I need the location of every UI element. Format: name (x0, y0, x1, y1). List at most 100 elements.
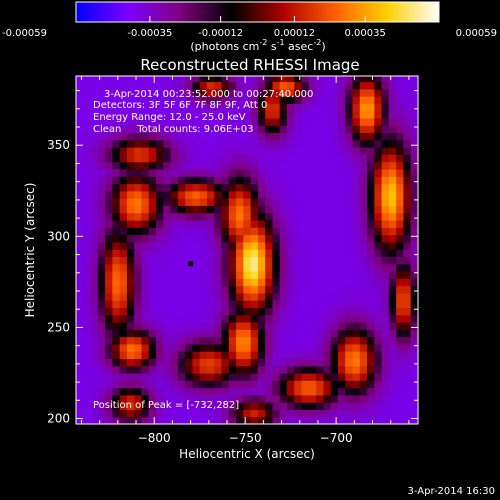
heatmap-cell (410, 96, 418, 104)
heatmap-cell (148, 110, 157, 119)
heatmap-cell (243, 416, 252, 424)
heatmap-cell (316, 314, 325, 323)
heatmap-cell (148, 241, 157, 250)
heatmap-cell (156, 190, 164, 199)
heatmap-cell (192, 219, 201, 228)
heatmap-cell (97, 263, 106, 272)
heatmap-cell (236, 241, 244, 250)
heatmap-cell (163, 321, 172, 330)
heatmap-cell (206, 372, 215, 381)
heatmap-cell (105, 270, 113, 279)
heatmap-cell (214, 285, 223, 294)
heatmap-cell (410, 336, 418, 345)
heatmap-cell (367, 292, 375, 301)
heatmap-cell (323, 387, 332, 396)
heatmap-cell (243, 183, 252, 192)
heatmap-cell (97, 147, 106, 155)
heatmap-cell (185, 402, 194, 411)
heatmap-cell (330, 96, 339, 104)
heatmap-cell (228, 147, 237, 155)
heatmap-cell (163, 81, 172, 90)
heatmap-cell (279, 241, 288, 250)
heatmap-cell (163, 394, 172, 403)
heatmap-cell (97, 132, 106, 141)
heatmap-cell (177, 227, 186, 236)
heatmap-cell (381, 321, 390, 330)
heatmap-cell (206, 205, 215, 214)
heatmap-cell (396, 351, 405, 360)
heatmap-cell (381, 343, 390, 352)
heatmap-cell (90, 336, 99, 345)
heatmap-cell (294, 394, 303, 403)
heatmap-cell (265, 314, 274, 323)
heatmap-cell (257, 314, 266, 323)
heatmap-cell (97, 154, 106, 163)
heatmap-cell (308, 365, 317, 374)
heatmap-cell (323, 168, 332, 177)
heatmap-cell (294, 321, 303, 330)
heatmap-cell (301, 125, 310, 134)
heatmap-cell (134, 321, 143, 330)
heatmap-cell (76, 387, 84, 396)
heatmap-cell (148, 380, 157, 389)
heatmap-cell (388, 139, 397, 148)
heatmap-cell (367, 234, 375, 243)
heatmap-cell (156, 76, 164, 83)
heatmap-cell (141, 81, 150, 90)
heatmap-cell (294, 227, 303, 236)
heatmap-cell (323, 270, 332, 279)
heatmap-cell (185, 387, 194, 396)
heatmap-cell (177, 241, 186, 250)
heatmap-cell (403, 103, 412, 112)
heatmap-cell (90, 205, 99, 214)
heatmap-cell (396, 394, 405, 403)
heatmap-cell (134, 263, 143, 272)
heatmap-cell (265, 139, 274, 148)
heatmap-cell (221, 278, 230, 287)
heatmap-cell (126, 263, 135, 272)
heatmap-cell (192, 161, 201, 170)
heatmap-cell (148, 103, 157, 112)
heatmap-cell (170, 88, 179, 97)
heatmap-cell (105, 256, 113, 265)
heatmap-cell (90, 103, 99, 112)
heatmap-cell (206, 88, 215, 97)
heatmap-cell (141, 307, 150, 316)
heatmap-cell (345, 103, 354, 112)
heatmap-cell (177, 176, 186, 185)
heatmap-cell (206, 321, 215, 330)
heatmap-cell (170, 351, 179, 360)
heatmap-cell (250, 110, 259, 119)
heatmap-cell (337, 365, 346, 374)
heatmap-cell (374, 394, 383, 403)
heatmap-cell (97, 249, 106, 257)
heatmap-cell (323, 300, 332, 308)
annotation-time-range: 3-Apr-2014 00:23:52.000 to 00:27:40.000 (104, 89, 313, 100)
heatmap-cell (337, 219, 346, 228)
heatmap-cell (148, 307, 157, 316)
heatmap-cell (352, 307, 361, 316)
heatmap-cell (228, 402, 237, 411)
heatmap-cell (90, 365, 99, 374)
heatmap-cell (126, 285, 135, 294)
heatmap-cell (83, 270, 92, 279)
heatmap-cell (265, 183, 274, 192)
heatmap-cell (156, 380, 164, 389)
heatmap-cell (105, 212, 113, 221)
heatmap-cell (177, 263, 186, 272)
heatmap-cell (236, 205, 244, 214)
heatmap-cell (352, 81, 361, 90)
heatmap-cell (76, 343, 84, 352)
heatmap-cell (76, 241, 84, 250)
heatmap-cell (367, 212, 375, 221)
heatmap-cell (97, 278, 106, 287)
heatmap-cell (403, 380, 412, 389)
heatmap-cell (316, 183, 325, 192)
heatmap-cell (272, 132, 281, 141)
heatmap-cell (156, 285, 164, 294)
heatmap-cell (323, 343, 332, 352)
heatmap-cell (250, 336, 259, 345)
heatmap-cell (323, 132, 332, 141)
heatmap-cell (301, 227, 310, 236)
heatmap-cell (287, 76, 295, 83)
